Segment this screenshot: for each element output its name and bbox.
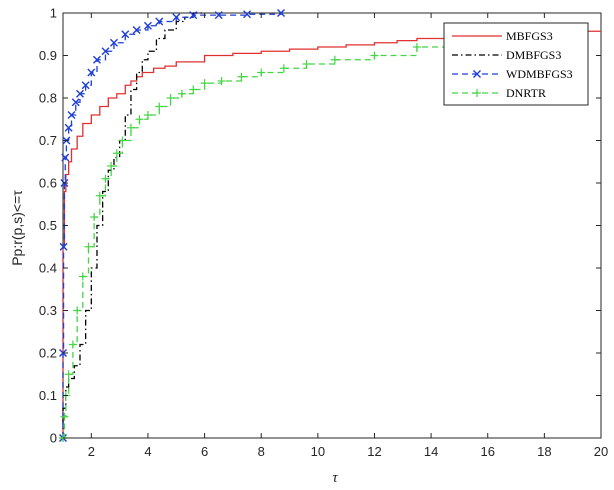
data-point [257,68,266,77]
data-point [75,89,84,98]
data-point [370,51,379,60]
y-tick-label: 0.5 [39,218,57,233]
data-point [243,10,252,19]
y-tick-label: 0.3 [39,303,57,318]
data-point [172,13,181,22]
series-mbfgs3 [62,30,601,438]
data-point [101,47,110,56]
data-point [189,85,198,94]
x-tick-label: 18 [537,444,551,459]
legend-label: WDMBFGS3 [506,67,573,81]
y-tick-label: 0.1 [39,388,57,403]
data-point [90,213,99,221]
x-axis-label: τ [332,470,338,486]
series-line [62,12,205,438]
data-point [59,242,68,251]
data-point [73,306,82,315]
data-point [92,55,101,64]
data-point [143,21,152,30]
data-point [177,89,186,98]
data-point [237,72,246,81]
x-tick-label: 6 [201,444,208,459]
x-tick-label: 8 [258,444,265,459]
data-point [64,370,73,379]
data-point [412,43,421,51]
data-point [68,340,77,349]
x-axis-ticks: 2 4 6 8 10 12 14 16 18 20 [88,13,608,459]
y-tick-label: 0.4 [39,261,57,276]
data-point [64,123,73,132]
data-point [95,191,104,200]
data-point [101,174,110,183]
legend-marker [473,89,481,97]
y-tick-label: 0 [50,431,57,446]
data-point [87,68,96,77]
data-point [135,115,144,124]
y-tick-label: 0.2 [39,346,57,361]
data-point [112,149,121,158]
data-point [214,11,223,20]
data-point [155,102,164,111]
data-point [118,136,127,145]
y-tick-label: 0.7 [39,133,57,148]
x-tick-label: 12 [367,444,381,459]
legend-label: MBFGS3 [506,29,553,43]
x-tick-label: 4 [144,444,151,459]
data-point [217,77,226,85]
data-point [189,11,198,20]
series-dmbfgs3 [62,12,205,438]
x-tick-label: 14 [424,444,438,459]
legend-box [443,22,589,106]
data-point [155,17,164,26]
y-tick-label: 0.6 [39,176,57,191]
legend-marker [473,70,481,78]
data-point [166,94,175,102]
data-point [109,38,118,47]
x-tick-label: 16 [481,444,495,459]
y-tick-label: 1 [50,6,57,21]
data-point [107,162,116,170]
legend: MBFGS3 DMBFGS3 WDMBFGS3 DNRTR [443,22,589,106]
y-axis-ticks: 0 0.1 0.2 0.3 0.4 0.5 0.6 0.7 0.8 0.9 1 [39,6,601,446]
data-point [78,272,87,281]
x-tick-label: 10 [311,444,325,459]
data-point [200,79,209,88]
data-point [143,111,152,119]
legend-label: DMBFGS3 [506,48,561,62]
y-axis-label: Pp:r(p,s)<=τ [9,190,25,266]
x-tick-label: 2 [88,444,95,459]
y-tick-label: 0.8 [39,91,57,106]
data-point [67,111,76,119]
data-point [121,30,130,39]
data-point [279,64,288,73]
data-point [84,242,93,251]
data-point [61,153,70,162]
data-point [126,123,135,132]
data-point [277,9,286,17]
data-point [302,60,311,68]
data-point [71,98,80,107]
data-point [330,55,339,64]
data-point [132,26,141,34]
series-line [62,30,601,438]
y-tick-label: 0.9 [39,48,57,63]
legend-label: DNRTR [506,86,546,100]
x-tick-label: 20 [594,444,608,459]
data-point [60,412,69,421]
data-point [81,81,90,90]
